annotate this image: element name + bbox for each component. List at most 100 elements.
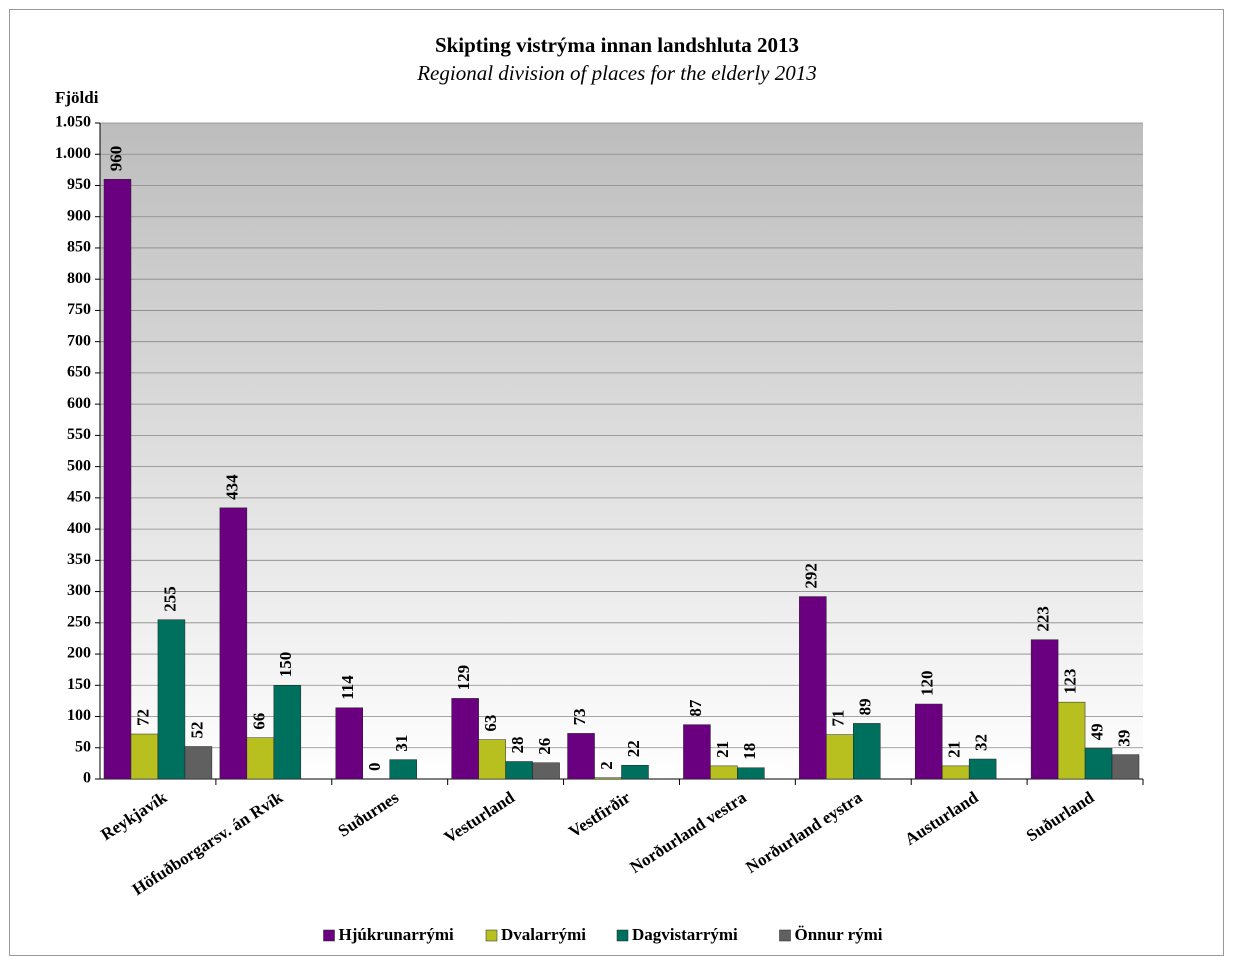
- y-axis-label: Fjöldi: [55, 88, 99, 107]
- y-tick-label: 500: [67, 457, 91, 474]
- x-tick-label: Norðurland eystra: [742, 787, 866, 877]
- y-tick-label: 750: [67, 301, 91, 318]
- legend-swatch: [779, 929, 791, 942]
- value-label: 66: [249, 713, 268, 730]
- y-tick-label: 1.000: [55, 145, 91, 162]
- y-tick-label: 0: [83, 770, 91, 787]
- bar: [532, 762, 560, 780]
- value-label: 120: [918, 671, 937, 697]
- value-label: 434: [222, 474, 241, 500]
- value-label: 21: [945, 741, 964, 758]
- y-tick-label: 150: [67, 676, 91, 693]
- value-label: 0: [365, 763, 384, 772]
- y-tick-label: 350: [67, 551, 91, 568]
- x-tick-label: Vestfirðir: [565, 787, 634, 841]
- chart-title: Skipting vistrýma innan landshluta 2013: [435, 33, 799, 57]
- value-label: 39: [1114, 730, 1133, 747]
- bar: [219, 507, 248, 780]
- legend-label: Önnur rými: [795, 925, 883, 944]
- legend-label: Hjúkrunarrými: [339, 925, 455, 944]
- bar: [710, 765, 738, 780]
- value-label: 255: [160, 586, 179, 612]
- value-label: 31: [392, 735, 411, 752]
- value-label: 129: [454, 665, 473, 691]
- value-label: 22: [624, 740, 643, 757]
- bar: [968, 758, 997, 780]
- legend-label: Dagvistarrými: [632, 925, 738, 944]
- bar: [594, 777, 622, 780]
- value-label: 26: [535, 738, 554, 755]
- value-label: 63: [481, 715, 500, 732]
- bar: [246, 737, 275, 780]
- value-label: 123: [1060, 669, 1079, 695]
- value-label: 72: [133, 709, 152, 726]
- y-tick-label: 300: [67, 582, 91, 599]
- value-label: 292: [802, 563, 821, 589]
- value-label: 18: [740, 743, 759, 760]
- y-tick-label: 700: [67, 332, 91, 349]
- value-label: 87: [686, 699, 705, 717]
- value-label: 21: [713, 741, 732, 758]
- value-label: 2: [597, 761, 616, 770]
- bar: [567, 733, 595, 780]
- bar: [1030, 639, 1059, 780]
- y-tick-label: 900: [67, 207, 91, 224]
- value-label: 28: [508, 737, 527, 754]
- x-tick-label: Austurland: [901, 787, 982, 849]
- y-tick-label: 600: [67, 395, 91, 412]
- value-label: 52: [187, 722, 206, 739]
- bar: [505, 761, 533, 780]
- bar: [478, 739, 506, 780]
- plot-area: [100, 123, 1143, 779]
- value-label: 150: [276, 652, 295, 678]
- y-tick-label: 400: [67, 520, 91, 537]
- y-tick-label: 550: [67, 426, 91, 443]
- x-tick-label: Reykjavík: [97, 787, 170, 844]
- legend-swatch: [323, 929, 335, 942]
- y-tick-label: 200: [67, 645, 91, 662]
- bar: [451, 698, 479, 780]
- bar: [683, 724, 711, 780]
- bar: [621, 765, 649, 780]
- bar: [130, 733, 159, 780]
- y-tick-label: 950: [67, 176, 91, 193]
- bar: [103, 178, 132, 780]
- bar: [157, 619, 186, 780]
- bar: [1057, 701, 1086, 780]
- value-label: 114: [338, 675, 357, 700]
- bar: [1111, 754, 1140, 780]
- value-label: 73: [570, 708, 589, 725]
- y-tick-label: 1.050: [55, 114, 91, 131]
- value-label: 71: [829, 710, 848, 727]
- y-tick-label: 250: [67, 613, 91, 630]
- bar: [184, 746, 213, 780]
- value-label: 223: [1034, 606, 1053, 632]
- bar: [799, 596, 827, 780]
- legend-swatch: [485, 929, 498, 942]
- y-tick-label: 850: [67, 239, 91, 256]
- bar: [273, 685, 302, 780]
- bar: [1084, 748, 1113, 780]
- y-tick-label: 450: [67, 489, 91, 506]
- value-label: 32: [972, 734, 991, 751]
- bar: [737, 767, 765, 780]
- value-label: 49: [1087, 723, 1106, 740]
- x-tick-label: Suðurnes: [335, 787, 403, 840]
- y-tick-label: 650: [67, 364, 91, 381]
- legend-swatch: [616, 929, 629, 942]
- x-tick-label: Vesturland: [441, 787, 519, 847]
- bar: [853, 723, 881, 780]
- y-tick-label: 100: [67, 707, 91, 724]
- bar: [826, 734, 854, 780]
- value-label: 89: [856, 698, 875, 715]
- x-tick-label: Norðurland vestra: [626, 787, 750, 877]
- bar: [941, 765, 970, 780]
- bar: [389, 759, 417, 780]
- bar: [914, 703, 943, 780]
- bar: [335, 707, 363, 780]
- value-label: 960: [106, 146, 125, 172]
- chart-subtitle: Regional division of places for the elde…: [416, 61, 817, 85]
- y-tick-label: 800: [67, 270, 91, 287]
- y-tick-label: 50: [75, 738, 91, 755]
